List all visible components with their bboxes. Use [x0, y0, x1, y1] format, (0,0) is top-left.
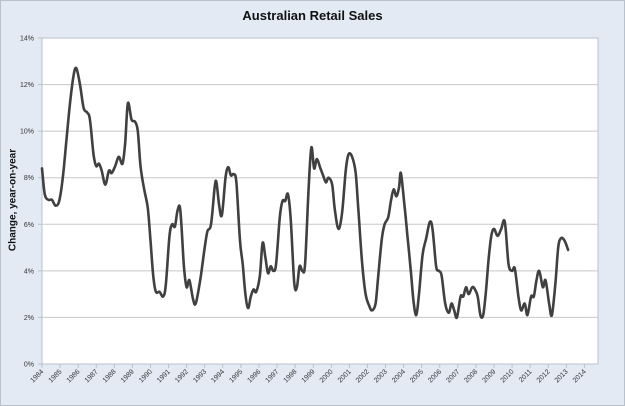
- x-tick-label: 2003: [373, 368, 389, 384]
- x-tick-label: 1988: [102, 368, 118, 384]
- y-tick-label: 4%: [24, 268, 34, 275]
- x-tick-label: 2004: [391, 368, 407, 384]
- x-tick-label: 1985: [48, 368, 64, 384]
- x-tick-label: 1989: [120, 368, 136, 384]
- x-tick-label: 2005: [409, 368, 425, 384]
- x-tick-label: 1990: [138, 368, 154, 384]
- y-tick-label: 2%: [24, 315, 34, 322]
- x-tick-label: 2012: [536, 368, 552, 384]
- x-tick-label: 1992: [174, 368, 190, 384]
- x-tick-label: 1997: [264, 368, 280, 384]
- x-tick-label: 2000: [319, 368, 335, 384]
- x-tick-label: 2008: [463, 368, 479, 384]
- plot-area: [41, 37, 599, 365]
- y-tick-label: 8%: [24, 175, 34, 182]
- y-tick-label: 10%: [20, 129, 34, 136]
- x-tick-label: 1984: [29, 368, 45, 384]
- x-tick-label: 2002: [355, 368, 371, 384]
- x-tick-label: 2007: [445, 368, 461, 384]
- x-tick-label: 1998: [283, 368, 299, 384]
- x-tick-label: 1991: [156, 368, 172, 384]
- x-tick-label: 2001: [337, 368, 353, 384]
- x-tick-label: 2013: [554, 368, 570, 384]
- y-axis-ticks: 0% 2% 4% 6% 8% 10% 12% 14%: [20, 36, 42, 369]
- x-tick-label: 1996: [246, 368, 262, 384]
- chart-title: Australian Retail Sales: [242, 8, 383, 23]
- x-tick-label: 1999: [301, 368, 317, 384]
- x-tick-label: 2011: [518, 368, 534, 384]
- x-tick-label: 1994: [210, 368, 226, 384]
- series-line: [40, 66, 570, 320]
- x-tick-label: 2009: [481, 368, 497, 384]
- y-tick-label: 14%: [20, 36, 34, 43]
- y-tick-label: 12%: [20, 82, 34, 89]
- x-tick-label: 1987: [84, 368, 100, 384]
- x-tick-label: 1995: [228, 368, 244, 384]
- x-tick-label: 2014: [572, 368, 588, 384]
- x-axis-ticks: 1984 1985 1986 1987 1988 1989 1990 1991 1992 1993…: [29, 364, 588, 384]
- x-tick-label: 2006: [427, 368, 443, 384]
- x-tick-label: 1993: [192, 368, 208, 384]
- x-tick-label: 2010: [500, 368, 516, 384]
- y-tick-label: 0%: [24, 362, 34, 369]
- y-tick-label: 6%: [24, 222, 34, 229]
- x-tick-label: 1986: [66, 368, 82, 384]
